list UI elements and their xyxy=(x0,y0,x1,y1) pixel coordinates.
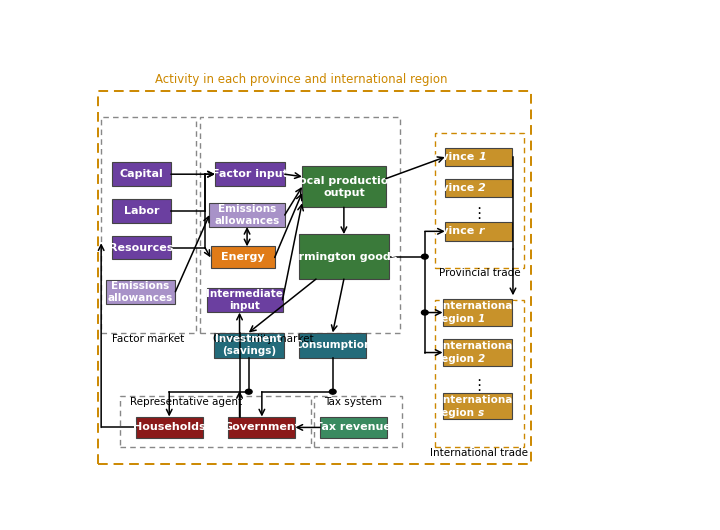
Bar xyxy=(228,417,295,438)
Text: Energy: Energy xyxy=(221,252,264,262)
Circle shape xyxy=(329,389,336,394)
Bar xyxy=(136,417,203,438)
Text: 1: 1 xyxy=(478,152,486,162)
Bar xyxy=(435,301,524,447)
Text: 1: 1 xyxy=(477,314,485,324)
Text: region: region xyxy=(436,314,477,324)
Bar xyxy=(443,393,513,419)
Bar xyxy=(445,222,512,241)
Text: Factor market: Factor market xyxy=(112,334,185,344)
Text: Resources: Resources xyxy=(109,243,174,253)
Bar xyxy=(435,133,524,268)
Bar xyxy=(101,117,196,333)
Circle shape xyxy=(421,254,428,259)
Text: Government: Government xyxy=(223,422,300,432)
Bar xyxy=(112,162,171,186)
Circle shape xyxy=(246,389,252,394)
Bar xyxy=(99,91,531,464)
Bar xyxy=(300,332,366,358)
Text: International: International xyxy=(439,341,516,351)
Text: Armington goods: Armington goods xyxy=(290,252,397,262)
Text: Factor input: Factor input xyxy=(212,169,288,179)
Bar xyxy=(315,396,402,447)
Bar xyxy=(300,234,389,279)
Bar xyxy=(445,179,512,198)
Text: r: r xyxy=(478,226,484,236)
Bar xyxy=(445,148,512,166)
Text: Investment
(savings): Investment (savings) xyxy=(215,334,282,356)
Bar xyxy=(302,166,386,207)
Bar xyxy=(210,246,275,269)
Text: Province: Province xyxy=(420,152,478,162)
Text: Consumption: Consumption xyxy=(294,340,372,350)
Text: Emissions
allowances: Emissions allowances xyxy=(108,281,173,303)
Text: Households: Households xyxy=(133,422,205,432)
Text: Provincial trade: Provincial trade xyxy=(438,269,521,278)
Text: Activity in each province and international region: Activity in each province and internatio… xyxy=(155,74,447,86)
Bar xyxy=(443,299,513,325)
Text: Province: Province xyxy=(420,183,478,193)
Text: 2: 2 xyxy=(477,354,485,364)
Text: International: International xyxy=(439,301,516,311)
Text: Intermediate
input: Intermediate input xyxy=(207,289,283,311)
Text: Province: Province xyxy=(420,226,478,236)
Bar xyxy=(215,162,284,186)
Text: Emissions
allowances: Emissions allowances xyxy=(215,204,279,226)
Text: Capital: Capital xyxy=(120,169,163,179)
Circle shape xyxy=(421,310,428,315)
Bar xyxy=(112,236,171,260)
Bar xyxy=(106,280,176,304)
Bar xyxy=(443,340,513,366)
Bar xyxy=(320,417,387,438)
Bar xyxy=(214,332,284,358)
Text: Local production
output: Local production output xyxy=(292,176,396,198)
Text: region: region xyxy=(436,408,477,418)
Text: Representative agent: Representative agent xyxy=(130,398,243,408)
Text: region: region xyxy=(436,354,477,364)
Text: Commodity market: Commodity market xyxy=(212,334,313,344)
Text: 2: 2 xyxy=(478,183,486,193)
Text: International: International xyxy=(439,395,516,405)
Text: ⋮: ⋮ xyxy=(471,378,486,393)
Bar xyxy=(207,288,282,312)
Text: Tax revenue: Tax revenue xyxy=(315,422,391,432)
Text: Labor: Labor xyxy=(124,206,159,216)
Bar xyxy=(120,396,311,447)
Text: ⋮: ⋮ xyxy=(471,206,486,222)
Text: International trade: International trade xyxy=(431,448,528,458)
Bar xyxy=(210,203,284,227)
Bar xyxy=(200,117,400,333)
Bar xyxy=(112,199,171,223)
Text: s: s xyxy=(477,408,484,418)
Text: Tax system: Tax system xyxy=(324,398,382,408)
